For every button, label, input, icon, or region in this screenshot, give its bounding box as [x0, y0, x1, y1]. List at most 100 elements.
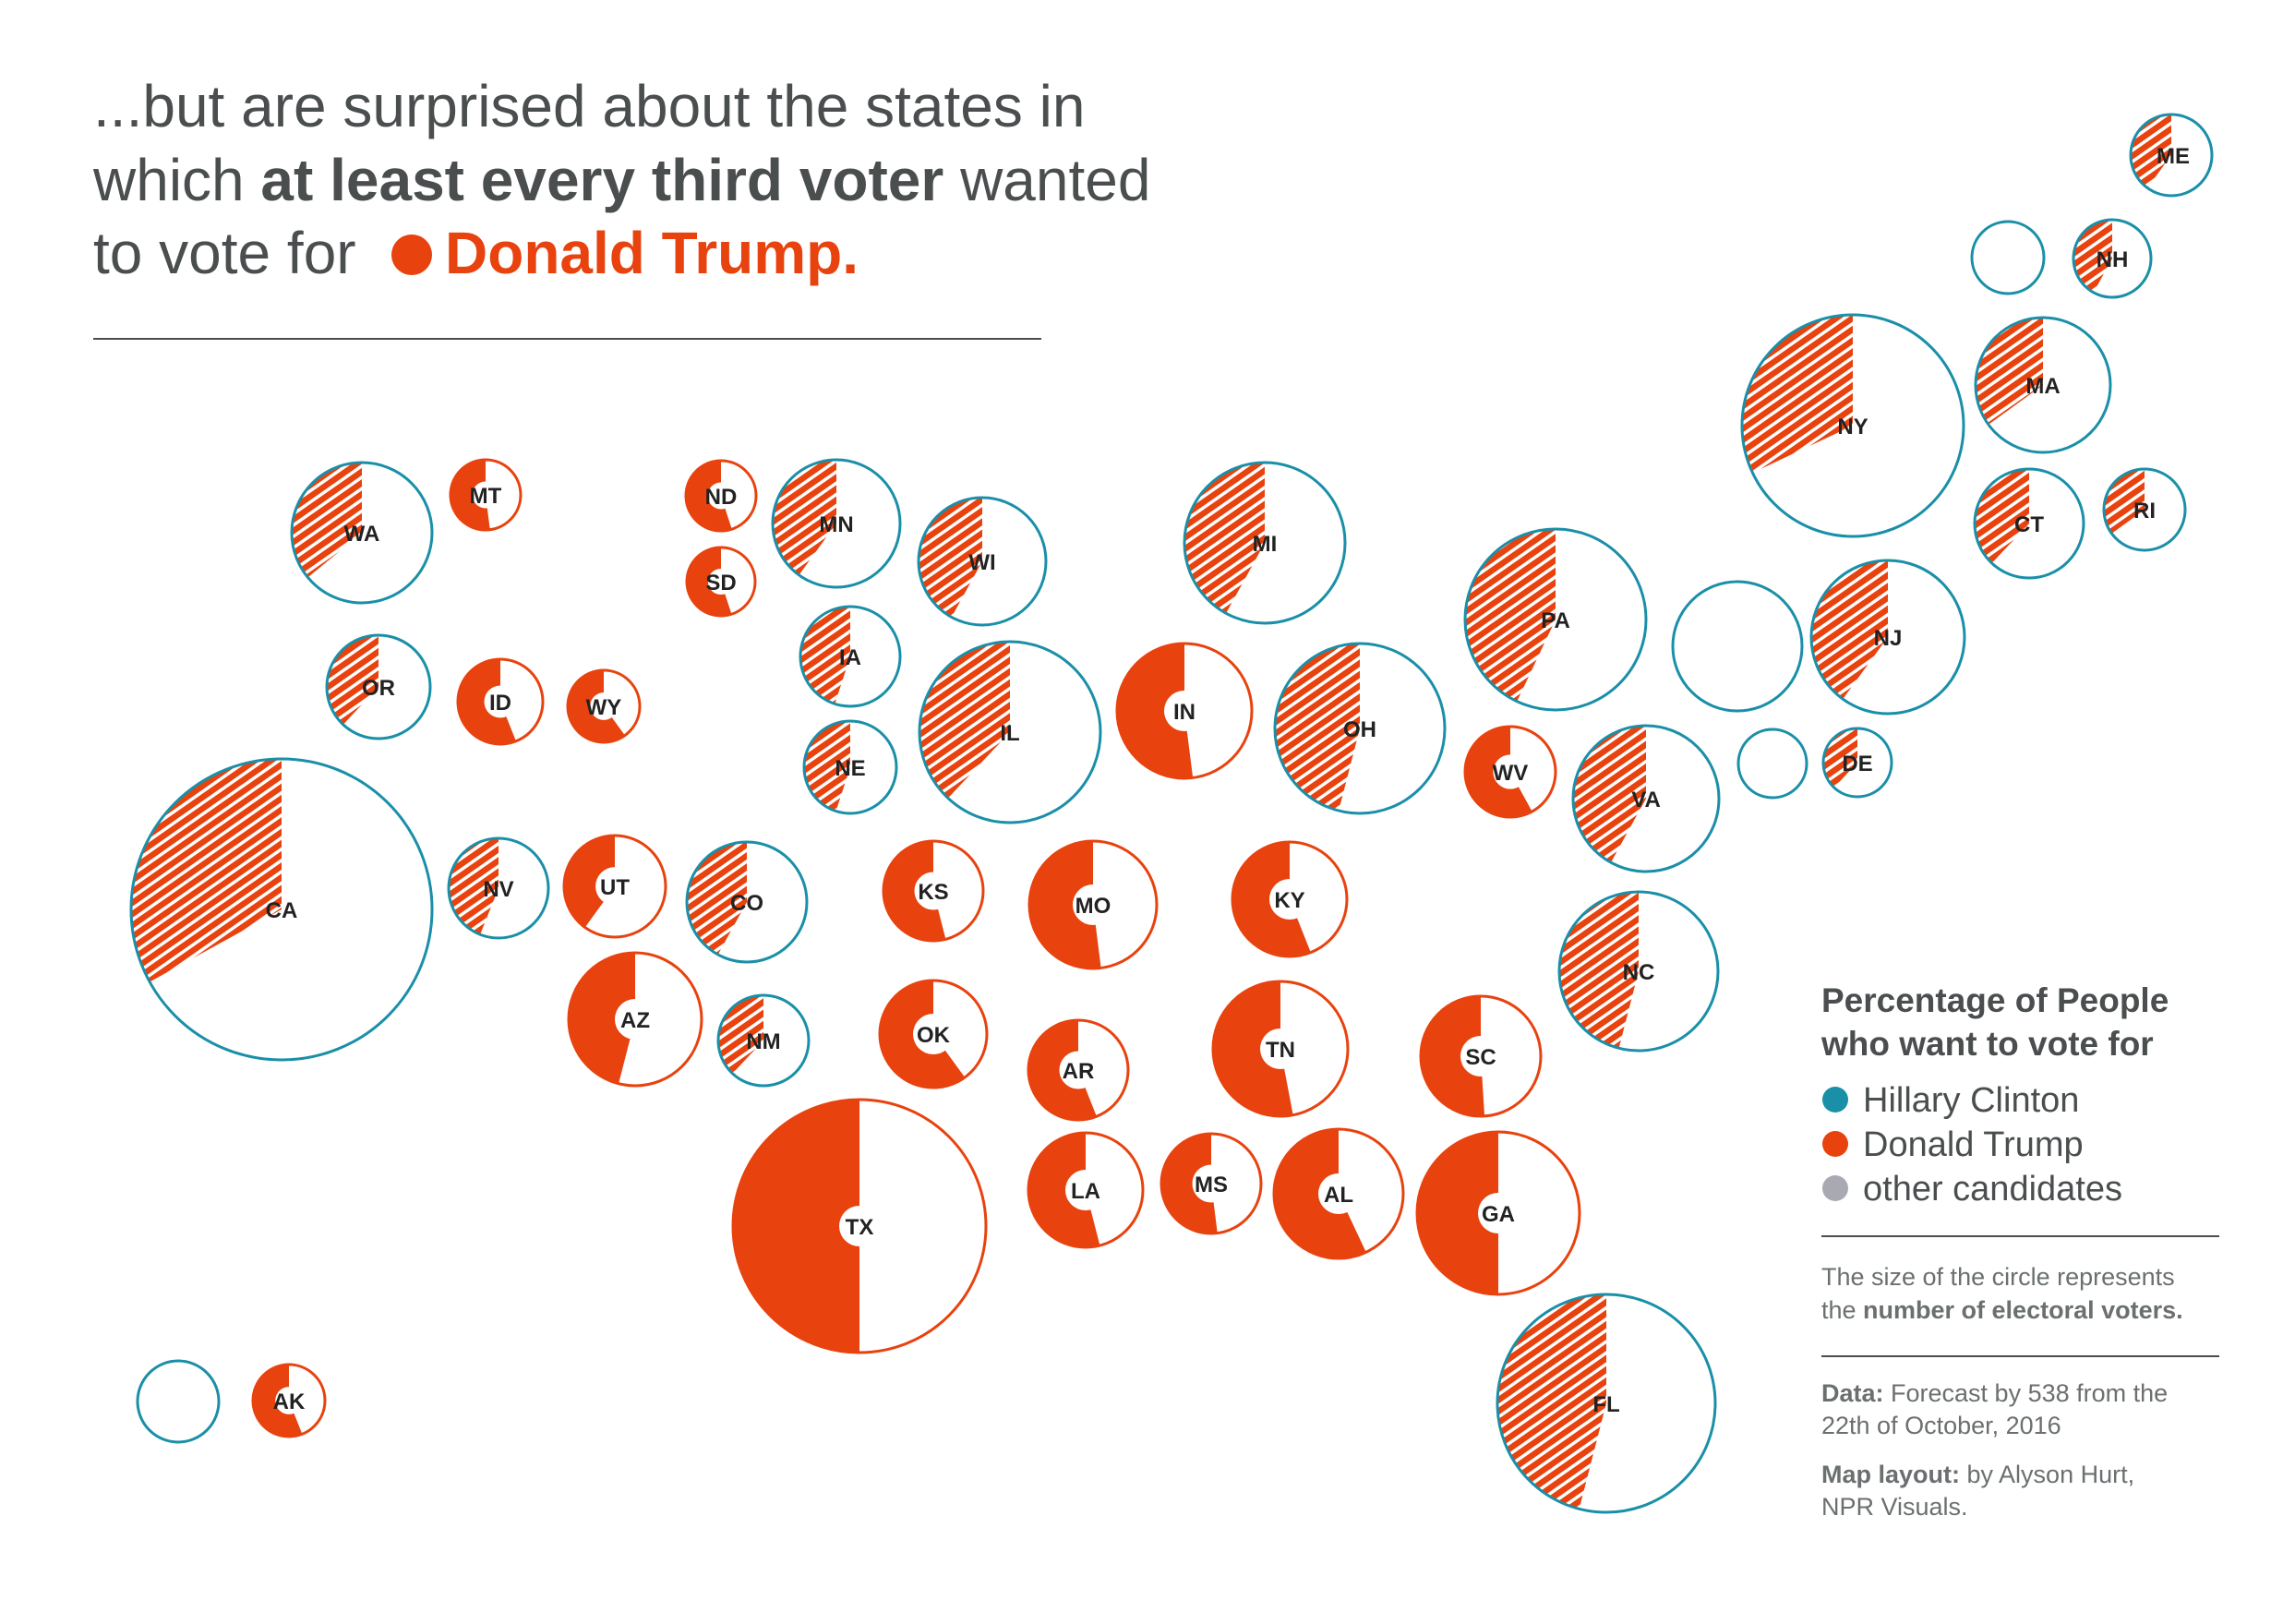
- state-label: SC: [1465, 1045, 1496, 1070]
- state-label: MO: [1075, 894, 1111, 919]
- state-circle: [138, 1361, 219, 1442]
- state-label: AL: [1324, 1183, 1353, 1208]
- state-ring: [771, 458, 902, 589]
- state-sc: SC: [1419, 994, 1543, 1118]
- state-label: GA: [1482, 1202, 1515, 1227]
- state-ri: RI: [2102, 467, 2187, 552]
- state-ks: KS: [882, 839, 985, 943]
- state-label: ME: [2157, 144, 2190, 169]
- label-hole: [595, 867, 634, 906]
- state-ring: [1273, 642, 1447, 815]
- state-ring: [290, 461, 434, 605]
- state-ring: [1211, 980, 1350, 1118]
- trump-share-wedge: [1976, 318, 2043, 425]
- state-mo: MO: [1027, 839, 1159, 970]
- title-line-3: to vote for: [93, 220, 356, 286]
- state-ca: CA: [129, 757, 434, 1062]
- state-label: NC: [1623, 960, 1655, 985]
- trump-share-wedge: [800, 607, 850, 704]
- state-ne: NE: [802, 719, 898, 815]
- state-ring: [566, 668, 642, 744]
- state-co: CO: [685, 840, 809, 964]
- state-label: DE: [1842, 752, 1872, 776]
- state-label: ID: [489, 691, 511, 716]
- trump-share-wedge: [563, 836, 615, 928]
- state-label: NV: [483, 877, 513, 902]
- state-ring: [1027, 1131, 1145, 1249]
- label-hole: [1164, 691, 1205, 731]
- state-ring: [685, 840, 809, 964]
- trump-share-wedge: [733, 1100, 859, 1353]
- state-in: IN: [1115, 642, 1254, 780]
- legend-item-other: other candidates: [1863, 1170, 2122, 1209]
- legend-item-trump: Donald Trump: [1863, 1125, 2084, 1164]
- trump-share-wedge: [130, 759, 282, 982]
- state-ring: [731, 1098, 988, 1354]
- state-ring: [1740, 313, 1965, 538]
- state-ring: [917, 496, 1048, 627]
- state-unlabeled-1: [1970, 220, 2046, 295]
- state-ia: IA: [799, 605, 902, 708]
- trump-share-wedge: [919, 498, 982, 618]
- trump-share-wedge: [1184, 463, 1265, 614]
- state-circle: [1738, 729, 1807, 798]
- label-hole: [275, 1387, 303, 1414]
- state-ring: [685, 546, 757, 618]
- state-unlabeled-49: [136, 1359, 221, 1444]
- data-credit-line-2: 22th of October, 2016: [1821, 1412, 2061, 1439]
- trump-share-wedge: [327, 635, 378, 725]
- trump-share-wedge: [687, 842, 747, 955]
- state-label: IL: [1000, 721, 1019, 746]
- state-nm: NM: [716, 993, 811, 1088]
- state-unlabeled-16: [1671, 580, 1804, 713]
- legend-title-line-2: who want to vote for: [1820, 1025, 2154, 1063]
- state-label: MA: [2025, 374, 2060, 399]
- trump-share-wedge: [1028, 1133, 1100, 1247]
- legend: Percentage of People who want to vote fo…: [1820, 981, 2219, 1521]
- title-line-1: ...but are surprised about the states in: [93, 73, 1085, 139]
- state-me: ME: [2129, 113, 2214, 198]
- state-ring: [1419, 994, 1543, 1118]
- state-ring: [1671, 580, 1804, 713]
- trump-share-wedge: [773, 460, 836, 575]
- trump-share-wedge: [1417, 1132, 1498, 1294]
- state-ring: [129, 757, 434, 1062]
- state-pa: PA: [1463, 527, 1648, 712]
- states-layer: ME NH NY MA WA MT ND MN WI MI CT RI SD IA PA NJ OR ID WY IL…: [129, 113, 2214, 1514]
- state-ring: [1571, 724, 1721, 873]
- state-ring: [882, 839, 985, 943]
- state-ga: GA: [1415, 1130, 1581, 1296]
- state-mn: MN: [771, 458, 902, 589]
- label-hole: [707, 482, 735, 510]
- state-ring: [799, 605, 902, 708]
- state-ring: [2129, 113, 2214, 198]
- state-ring: [1970, 220, 2046, 295]
- trump-share-wedge: [718, 995, 763, 1074]
- layout-credit-line-2: NPR Visuals.: [1821, 1493, 1968, 1521]
- state-label: VA: [1631, 788, 1661, 812]
- state-ring: [2102, 467, 2187, 552]
- state-tx: TX: [731, 1098, 988, 1354]
- label-hole: [707, 568, 735, 595]
- state-ring: [1272, 1127, 1405, 1260]
- trump-share-wedge: [2073, 220, 2112, 293]
- state-nj: NJ: [1809, 559, 1966, 716]
- state-ok: OK: [878, 979, 989, 1089]
- state-label: WA: [344, 522, 380, 547]
- state-circle: [1673, 582, 1802, 711]
- title-highlight: Donald Trump.: [445, 220, 859, 286]
- trump-share-wedge: [1572, 726, 1646, 863]
- trump-share-wedge: [451, 460, 490, 530]
- state-label: WV: [1493, 761, 1529, 786]
- state-label: MI: [1253, 532, 1278, 557]
- trump-share-wedge: [568, 953, 635, 1084]
- state-ring: [1736, 728, 1808, 800]
- state-wy: WY: [566, 668, 642, 744]
- state-label: MN: [819, 512, 853, 537]
- data-credit-line-1: Data: Forecast by 538 from the: [1821, 1379, 2168, 1407]
- state-al: AL: [1272, 1127, 1405, 1260]
- state-label: NH: [2097, 247, 2129, 272]
- state-ring: [1974, 316, 2112, 454]
- trump-share-wedge: [1420, 996, 1485, 1117]
